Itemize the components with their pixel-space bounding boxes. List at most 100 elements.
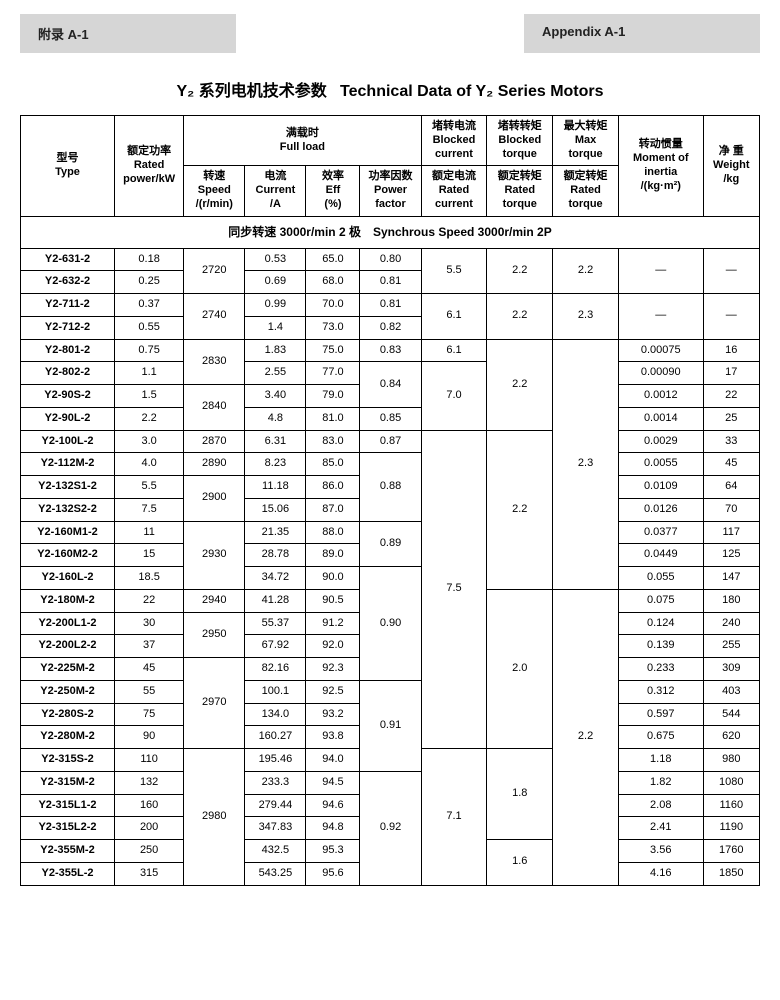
cell-current: 0.69 — [245, 271, 306, 294]
cell-inertia: 0.0126 — [618, 498, 703, 521]
section-label: 同步转速 3000r/min 2 极 Synchrous Speed 3000r… — [21, 216, 760, 248]
cell-speed: 2720 — [184, 248, 245, 294]
col-rated-torque2: 额定转矩Ratedtorque — [553, 166, 619, 216]
cell-type: Y2-355L-2 — [21, 862, 115, 885]
table-row: Y2-90L-22.24.881.00.850.001425 — [21, 407, 760, 430]
cell-eff: 90.5 — [306, 589, 360, 612]
cell-blocked-torque: 2.0 — [487, 589, 553, 748]
cell-power: 110 — [114, 749, 183, 772]
cell-power: 75 — [114, 703, 183, 726]
cell-type: Y2-632-2 — [21, 271, 115, 294]
cell-current: 279.44 — [245, 794, 306, 817]
cell-blocked-current: 6.1 — [421, 339, 487, 362]
cell-type: Y2-280S-2 — [21, 703, 115, 726]
title-cn: Y₂ 系列电机技术参数 — [176, 83, 326, 100]
cell-pf: 0.88 — [360, 453, 421, 521]
cell-power: 5.5 — [114, 476, 183, 499]
cell-eff: 79.0 — [306, 385, 360, 408]
cell-type: Y2-801-2 — [21, 339, 115, 362]
cell-type: Y2-315M-2 — [21, 771, 115, 794]
cell-blocked-torque: 2.2 — [487, 430, 553, 589]
cell-weight: 64 — [703, 476, 759, 499]
cell-current: 432.5 — [245, 840, 306, 863]
table-row: Y2-160L-218.534.7290.00.900.055147 — [21, 567, 760, 590]
cell-max-torque: 2.2 — [553, 589, 619, 885]
cell-power: 30 — [114, 612, 183, 635]
cell-power: 15 — [114, 544, 183, 567]
page-header: 附录 A-1 Appendix A-1 — [20, 14, 760, 53]
table-row: Y2-250M-255100.192.50.910.312403 — [21, 680, 760, 703]
col-rated-power: 额定功率Ratedpower/kW — [114, 116, 183, 217]
cell-blocked-current: 7.0 — [421, 362, 487, 430]
cell-power: 2.2 — [114, 407, 183, 430]
cell-speed: 2940 — [184, 589, 245, 612]
table-row: Y2-160M1-211293021.3588.00.890.0377117 — [21, 521, 760, 544]
cell-weight: 25 — [703, 407, 759, 430]
cell-eff: 70.0 — [306, 294, 360, 317]
col-blocked-torque-top: 堵转转矩Blockedtorque — [487, 116, 553, 166]
cell-power: 315 — [114, 862, 183, 885]
cell-type: Y2-90L-2 — [21, 407, 115, 430]
cell-inertia: 4.16 — [618, 862, 703, 885]
cell-current: 1.4 — [245, 316, 306, 339]
cell-eff: 88.0 — [306, 521, 360, 544]
cell-current: 160.27 — [245, 726, 306, 749]
cell-inertia: 1.18 — [618, 749, 703, 772]
cell-weight: 1850 — [703, 862, 759, 885]
cell-power: 0.18 — [114, 248, 183, 271]
cell-power: 37 — [114, 635, 183, 658]
cell-power: 7.5 — [114, 498, 183, 521]
cell-inertia: 0.075 — [618, 589, 703, 612]
cell-max-torque: 2.3 — [553, 339, 619, 589]
cell-speed: 2930 — [184, 521, 245, 589]
cell-speed: 2890 — [184, 453, 245, 476]
cell-current: 1.83 — [245, 339, 306, 362]
cell-weight: 147 — [703, 567, 759, 590]
col-current: 电流Current/A — [245, 166, 306, 216]
cell-weight: 125 — [703, 544, 759, 567]
cell-inertia: 0.0029 — [618, 430, 703, 453]
cell-weight: 45 — [703, 453, 759, 476]
cell-type: Y2-200L1-2 — [21, 612, 115, 635]
cell-eff: 68.0 — [306, 271, 360, 294]
cell-current: 4.8 — [245, 407, 306, 430]
table-row: Y2-802-21.12.5577.00.847.00.0009017 — [21, 362, 760, 385]
cell-eff: 86.0 — [306, 476, 360, 499]
cell-eff: 90.0 — [306, 567, 360, 590]
cell-weight: 255 — [703, 635, 759, 658]
cell-power: 0.37 — [114, 294, 183, 317]
cell-inertia: 0.312 — [618, 680, 703, 703]
cell-eff: 73.0 — [306, 316, 360, 339]
cell-weight: 33 — [703, 430, 759, 453]
cell-power: 0.55 — [114, 316, 183, 339]
cell-pf: 0.85 — [360, 407, 421, 430]
cell-type: Y2-112M-2 — [21, 453, 115, 476]
cell-type: Y2-315S-2 — [21, 749, 115, 772]
col-blocked-current-top: 堵转电流Blockedcurrent — [421, 116, 487, 166]
cell-type: Y2-100L-2 — [21, 430, 115, 453]
cell-pf: 0.81 — [360, 294, 421, 317]
cell-inertia: 0.00075 — [618, 339, 703, 362]
cell-eff: 91.2 — [306, 612, 360, 635]
cell-type: Y2-280M-2 — [21, 726, 115, 749]
cell-weight: 1080 — [703, 771, 759, 794]
table-row: Y2-100L-23.028706.3183.00.877.52.20.0029… — [21, 430, 760, 453]
cell-blocked-current: 7.1 — [421, 749, 487, 886]
cell-pf: 0.92 — [360, 771, 421, 885]
cell-weight: 403 — [703, 680, 759, 703]
cell-speed: 2830 — [184, 339, 245, 385]
cell-weight: 309 — [703, 658, 759, 681]
cell-max-torque: 2.3 — [553, 294, 619, 340]
title-en: Technical Data of Y₂ Series Motors — [340, 83, 603, 100]
col-rated-torque: 额定转矩Ratedtorque — [487, 166, 553, 216]
cell-power: 0.75 — [114, 339, 183, 362]
cell-weight: 70 — [703, 498, 759, 521]
cell-power: 18.5 — [114, 567, 183, 590]
cell-type: Y2-250M-2 — [21, 680, 115, 703]
section-row: 同步转速 3000r/min 2 极 Synchrous Speed 3000r… — [21, 216, 760, 248]
table-head: 型号Type 额定功率Ratedpower/kW 满载时Full load 堵转… — [21, 116, 760, 217]
cell-eff: 92.3 — [306, 658, 360, 681]
cell-inertia: 0.124 — [618, 612, 703, 635]
cell-current: 28.78 — [245, 544, 306, 567]
table-row: Y2-801-20.7528301.8375.00.836.12.22.30.0… — [21, 339, 760, 362]
